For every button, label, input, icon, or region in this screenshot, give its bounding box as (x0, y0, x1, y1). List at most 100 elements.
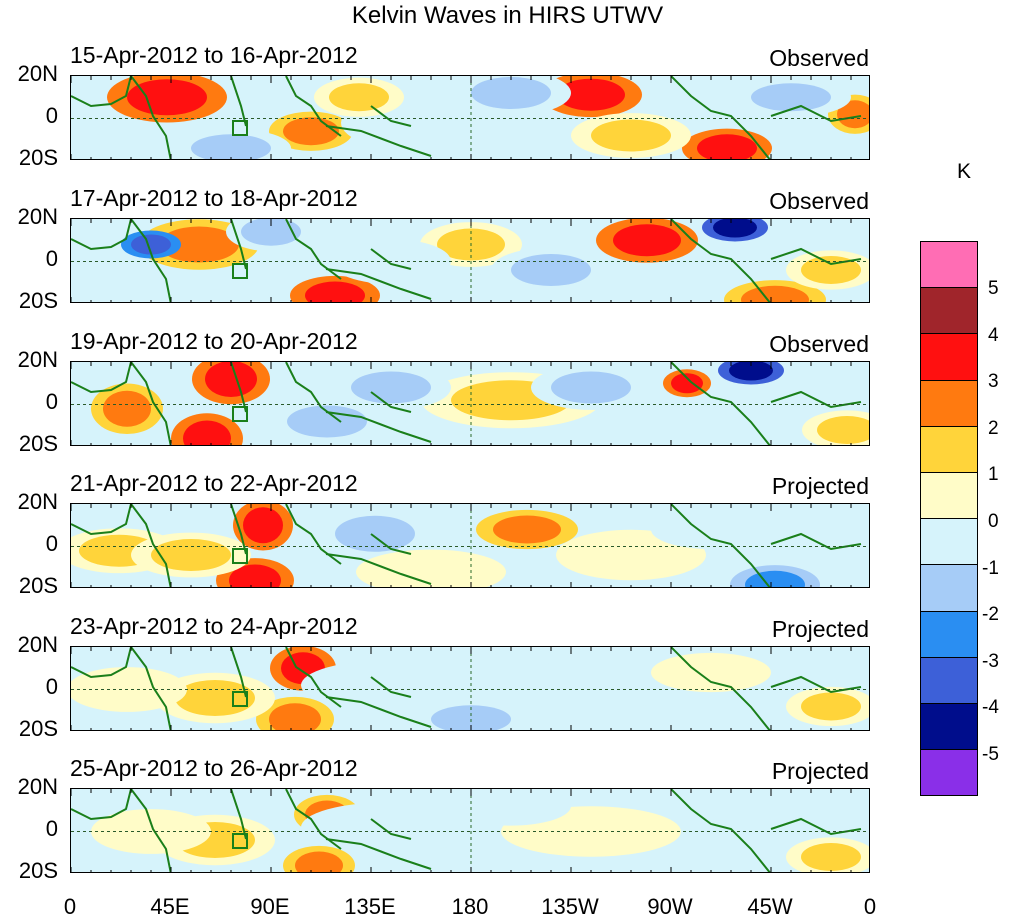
anomaly-contour (801, 692, 861, 721)
anomaly-field (71, 219, 869, 302)
coastline (71, 504, 132, 536)
coastline (130, 362, 172, 445)
latitude-label: 20N (17, 774, 58, 799)
anomaly-contour (329, 83, 389, 112)
coastline (670, 362, 771, 445)
colorbar-swatch (920, 379, 978, 427)
colorbar-swatch (920, 287, 978, 335)
anomaly-contour (531, 667, 651, 704)
coastline (670, 219, 771, 302)
coastline (370, 676, 412, 698)
colorbar-tick-label: 3 (988, 371, 999, 393)
latitude-label: 20S (18, 288, 58, 313)
panel-date-label: 15-Apr-2012 to 16-Apr-2012 (70, 42, 358, 68)
colorbar-tick-label: -4 (982, 697, 999, 719)
anomaly-contour (671, 373, 703, 394)
coastline (325, 125, 432, 157)
anomaly-contour (305, 281, 365, 302)
region-box (232, 263, 248, 279)
panel-status-label: Observed (769, 188, 869, 214)
latitude-label: 20S (18, 858, 58, 883)
latitude-label: 20N (17, 347, 58, 372)
anomaly-contour (241, 219, 301, 246)
colorbar-tick-label: -2 (982, 604, 999, 626)
anomaly-contour (837, 100, 869, 129)
coastline (130, 504, 172, 587)
anomaly-map (70, 503, 870, 588)
colorbar-tick-label: -1 (982, 557, 999, 579)
colorbar-swatch (920, 471, 978, 520)
anomaly-contour (287, 405, 367, 438)
panel-date-label: 23-Apr-2012 to 24-Apr-2012 (70, 613, 358, 639)
anomaly-contour (127, 79, 207, 116)
latitude-label: 0 (45, 674, 58, 699)
longitude-label: 45E (150, 894, 190, 919)
coastline (71, 789, 132, 821)
longitude-label: 135E (344, 894, 396, 919)
anomaly-contour (713, 219, 757, 238)
coastline (370, 105, 412, 127)
colorbar-swatch (920, 518, 978, 566)
latitude-label: 20N (17, 61, 58, 86)
anomaly-contour (331, 809, 451, 846)
colorbar-swatch (920, 241, 978, 289)
latitude-label: 0 (45, 531, 58, 556)
anomaly-contour (151, 539, 231, 571)
coastline (130, 647, 172, 730)
coastline (670, 76, 771, 159)
colorbar-tick-label: 5 (988, 278, 999, 299)
anomaly-contour (511, 254, 591, 286)
region-box (232, 548, 248, 564)
region-box (232, 406, 248, 422)
colorbar-tick-label: -3 (982, 650, 999, 672)
anomaly-field (71, 789, 869, 872)
panel-status-label: Projected (771, 473, 869, 499)
colorbar-swatch (920, 749, 978, 797)
anomaly-contour (371, 100, 491, 145)
panel-status-label: Projected (771, 616, 869, 642)
anomaly-contour (817, 416, 869, 444)
region-box (232, 120, 248, 136)
colorbar-swatch (920, 425, 978, 473)
anomaly-contour (551, 371, 631, 404)
coastline (325, 553, 432, 585)
longitude-label: 0 (863, 894, 877, 919)
coastline (325, 268, 432, 300)
anomaly-contour (591, 119, 671, 152)
anomaly-map (70, 75, 870, 160)
anomaly-contour (431, 705, 511, 730)
colorbar-swatch (920, 564, 978, 612)
anomaly-contour (741, 285, 809, 302)
anomaly-contour (613, 224, 681, 257)
anomaly-contour (331, 667, 451, 704)
anomaly-field (71, 647, 869, 730)
panel-date-label: 21-Apr-2012 to 22-Apr-2012 (70, 470, 358, 496)
panel-status-label: Observed (769, 45, 869, 71)
coastline (230, 219, 247, 270)
anomaly-field (71, 76, 869, 159)
longitude-label: 45W (747, 894, 793, 919)
latitude-label: 0 (45, 246, 58, 271)
longitude-label: 0 (63, 894, 77, 919)
panel-date-label: 19-Apr-2012 to 20-Apr-2012 (70, 328, 358, 354)
latitude-label: 0 (45, 389, 58, 414)
coastline (130, 219, 172, 302)
latitude-label: 0 (45, 816, 58, 841)
colorbar-tick-label: 1 (988, 464, 999, 486)
coastline (670, 789, 771, 872)
anomaly-contour (471, 792, 551, 820)
coastline (230, 789, 247, 840)
coastline (230, 504, 247, 555)
anomaly-contour (183, 420, 231, 445)
anomaly-contour (295, 851, 343, 872)
longitude-label: 90E (250, 894, 290, 919)
anomaly-contour (801, 843, 861, 871)
coastline (71, 76, 132, 108)
latitude-label: 20N (17, 632, 58, 657)
anomaly-contour (801, 256, 861, 284)
anomaly-map (70, 788, 870, 873)
coastline (130, 789, 172, 872)
anomaly-contour (471, 77, 551, 109)
coastline (670, 504, 771, 587)
coastline (230, 76, 247, 127)
